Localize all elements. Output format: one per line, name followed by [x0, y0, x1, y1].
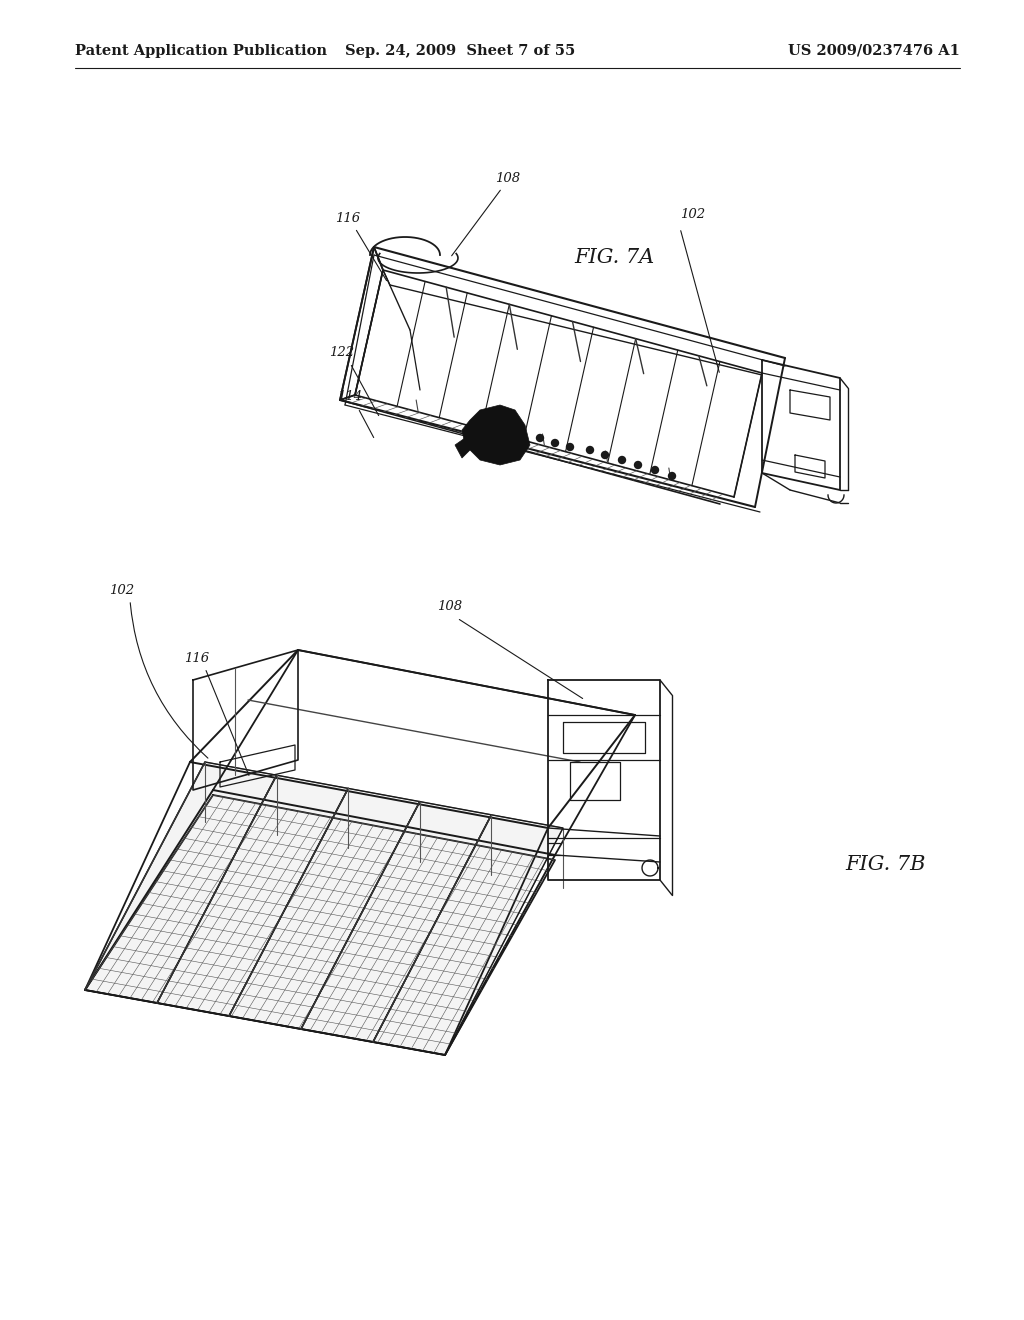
- Text: Patent Application Publication: Patent Application Publication: [75, 44, 327, 58]
- Polygon shape: [229, 788, 420, 1030]
- Text: 102: 102: [680, 209, 706, 222]
- Polygon shape: [85, 762, 276, 1003]
- Polygon shape: [462, 405, 530, 465]
- Text: 116: 116: [336, 211, 360, 224]
- Text: US 2009/0237476 A1: US 2009/0237476 A1: [788, 44, 961, 58]
- Polygon shape: [301, 801, 492, 1041]
- Circle shape: [651, 466, 658, 474]
- Text: 114: 114: [338, 389, 362, 403]
- Circle shape: [552, 440, 558, 446]
- Text: 102: 102: [110, 583, 134, 597]
- Polygon shape: [455, 438, 472, 458]
- Circle shape: [587, 446, 594, 454]
- Text: 108: 108: [437, 601, 463, 614]
- Circle shape: [635, 462, 641, 469]
- Polygon shape: [373, 814, 563, 1055]
- Text: 116: 116: [184, 652, 210, 664]
- Text: FIG. 7B: FIG. 7B: [846, 855, 926, 874]
- Text: FIG. 7A: FIG. 7A: [574, 248, 654, 267]
- Polygon shape: [157, 775, 348, 1016]
- Text: Sep. 24, 2009  Sheet 7 of 55: Sep. 24, 2009 Sheet 7 of 55: [345, 44, 575, 58]
- Text: 122: 122: [330, 346, 354, 359]
- Text: 108: 108: [496, 172, 520, 185]
- Circle shape: [601, 451, 608, 458]
- Circle shape: [669, 473, 676, 479]
- Circle shape: [537, 434, 544, 441]
- Circle shape: [618, 457, 626, 463]
- Circle shape: [566, 444, 573, 450]
